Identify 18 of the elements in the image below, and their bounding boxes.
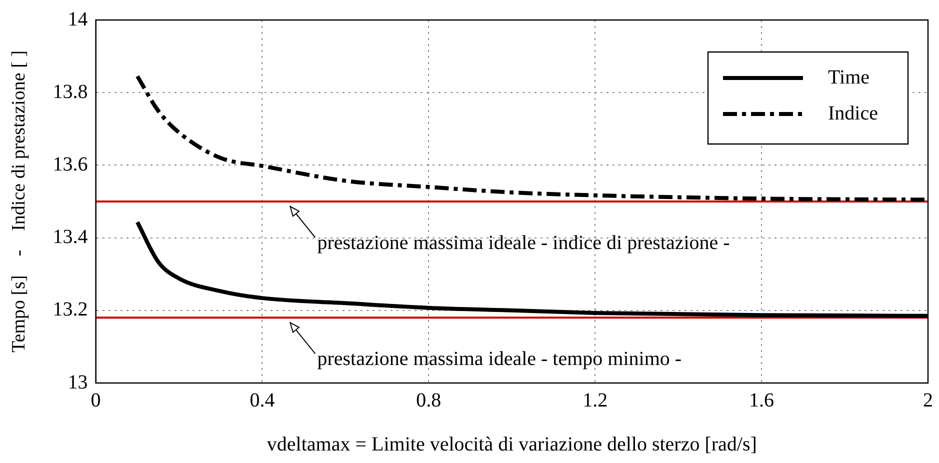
x-axis-title: vdeltamax = Limite velocità di variazione dello sterzo [rad/s] xyxy=(266,433,757,456)
x-tick-label: 0 xyxy=(90,389,101,412)
x-tick-label: 1.2 xyxy=(582,389,608,412)
x-tick-label: 0.8 xyxy=(416,389,442,412)
legend-label: Indice xyxy=(828,102,878,124)
y-tick-label: 13.8 xyxy=(52,80,88,103)
x-tick-label: 0.4 xyxy=(250,389,275,412)
legend-label: Time xyxy=(828,66,870,88)
annotation: prestazione massima ideale - tempo minimo - xyxy=(317,348,682,370)
y-axis-title: Tempo [s] - Indice di prestazione [ ] xyxy=(8,50,30,353)
x-tick-label: 2 xyxy=(923,389,933,412)
x-tick-label: 1.6 xyxy=(749,389,774,412)
annotation: prestazione massima ideale - indice di prestazione - xyxy=(317,232,730,254)
y-tick-label: 13.4 xyxy=(52,226,88,248)
y-tick-label: 13 xyxy=(68,371,88,394)
y-tick-label: 13.6 xyxy=(52,153,88,176)
y-tick-label: 14 xyxy=(68,8,88,30)
y-tick-label: 13.2 xyxy=(52,298,88,321)
